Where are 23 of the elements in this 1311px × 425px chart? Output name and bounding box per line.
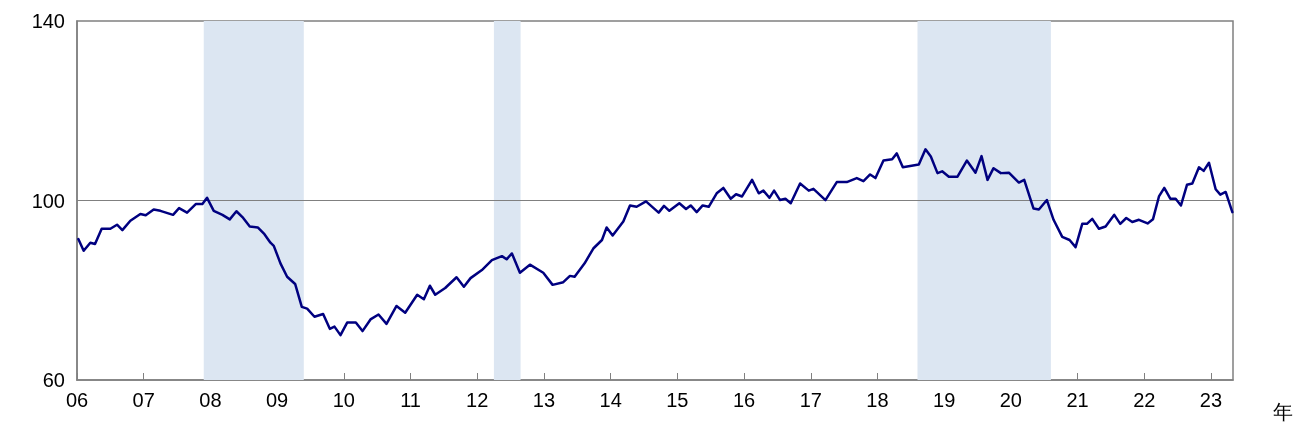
x-tick-label: 09 <box>265 389 289 411</box>
y-tick-label: 60 <box>42 369 65 391</box>
x-tick-label: 14 <box>599 389 622 411</box>
x-tick-label: 17 <box>799 389 822 411</box>
x-tick-label: 06 <box>65 389 89 411</box>
x-tick-label: 15 <box>666 389 689 411</box>
x-tick-label: 10 <box>332 389 355 411</box>
x-axis-title: 年 <box>1273 401 1293 423</box>
x-tick-label: 07 <box>132 389 155 411</box>
x-tick-label: 12 <box>466 389 489 411</box>
x-tick-label: 08 <box>199 389 222 411</box>
x-tick-label: 18 <box>866 389 889 411</box>
x-tick-label: 19 <box>933 389 956 411</box>
x-tick-label: 23 <box>1199 389 1223 411</box>
x-tick-label: 11 <box>400 389 421 411</box>
x-tick-label: 20 <box>999 389 1022 411</box>
y-tick-label: 100 <box>31 189 65 212</box>
x-tick-label: 22 <box>1133 389 1156 411</box>
x-tick-label: 13 <box>532 389 556 411</box>
x-tick-label: 21 <box>1066 389 1089 411</box>
x-tick-label: 16 <box>732 389 756 411</box>
y-tick-label: 140 <box>31 10 65 32</box>
line-series <box>77 148 1234 337</box>
